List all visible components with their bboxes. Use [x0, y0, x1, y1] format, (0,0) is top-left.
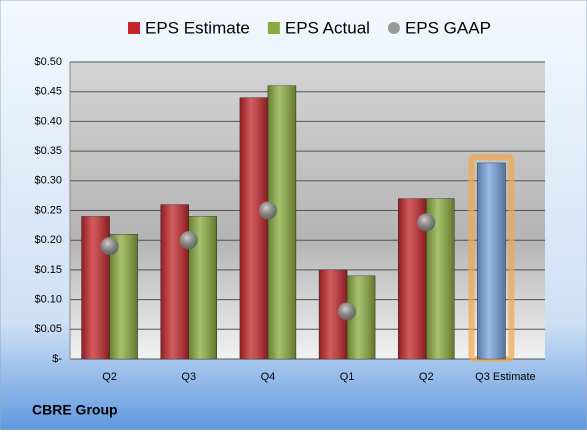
legend-swatch	[128, 22, 140, 34]
x-tick-label: Q3	[181, 371, 196, 383]
gaap-shine	[100, 237, 119, 256]
legend-label: EPS GAAP	[405, 18, 491, 37]
legend-label: EPS Estimate	[145, 18, 250, 37]
y-tick-label: $0.10	[34, 294, 62, 306]
legend-label: EPS Actual	[285, 18, 370, 37]
x-tick-label: Q3 Estimate	[475, 371, 536, 383]
bar-shine	[81, 216, 110, 359]
x-tick-label: Q2	[102, 371, 117, 383]
bar-shine	[109, 234, 138, 359]
y-tick-label: $0.40	[34, 115, 62, 127]
y-tick-label: $0.15	[34, 264, 62, 276]
footer: CBRE Group	[32, 402, 118, 418]
gaap-shine	[179, 231, 198, 250]
y-tick-label: $0.25	[34, 204, 62, 216]
y-tick-label: $-	[52, 353, 62, 365]
bar-shine	[160, 204, 189, 359]
y-tick-label: $0.05	[34, 323, 62, 335]
gaap-shine	[258, 201, 277, 220]
y-tick-label: $0.45	[34, 86, 62, 98]
x-tick-label: Q2	[419, 371, 434, 383]
y-tick-label: $0.35	[34, 145, 62, 157]
legend-swatch	[387, 22, 400, 34]
gaap-shine	[417, 213, 436, 232]
x-tick-label: Q4	[261, 371, 276, 383]
legend-swatch	[267, 22, 280, 34]
y-tick-label: $0.20	[34, 234, 62, 246]
bar-shine	[477, 162, 506, 359]
bar-shine	[267, 85, 296, 359]
gaap-shine	[338, 302, 357, 321]
y-tick-label: $0.50	[34, 56, 62, 68]
x-tick-label: Q1	[340, 371, 355, 383]
bar-shine	[239, 97, 268, 359]
y-tick-label: $0.30	[34, 175, 62, 187]
